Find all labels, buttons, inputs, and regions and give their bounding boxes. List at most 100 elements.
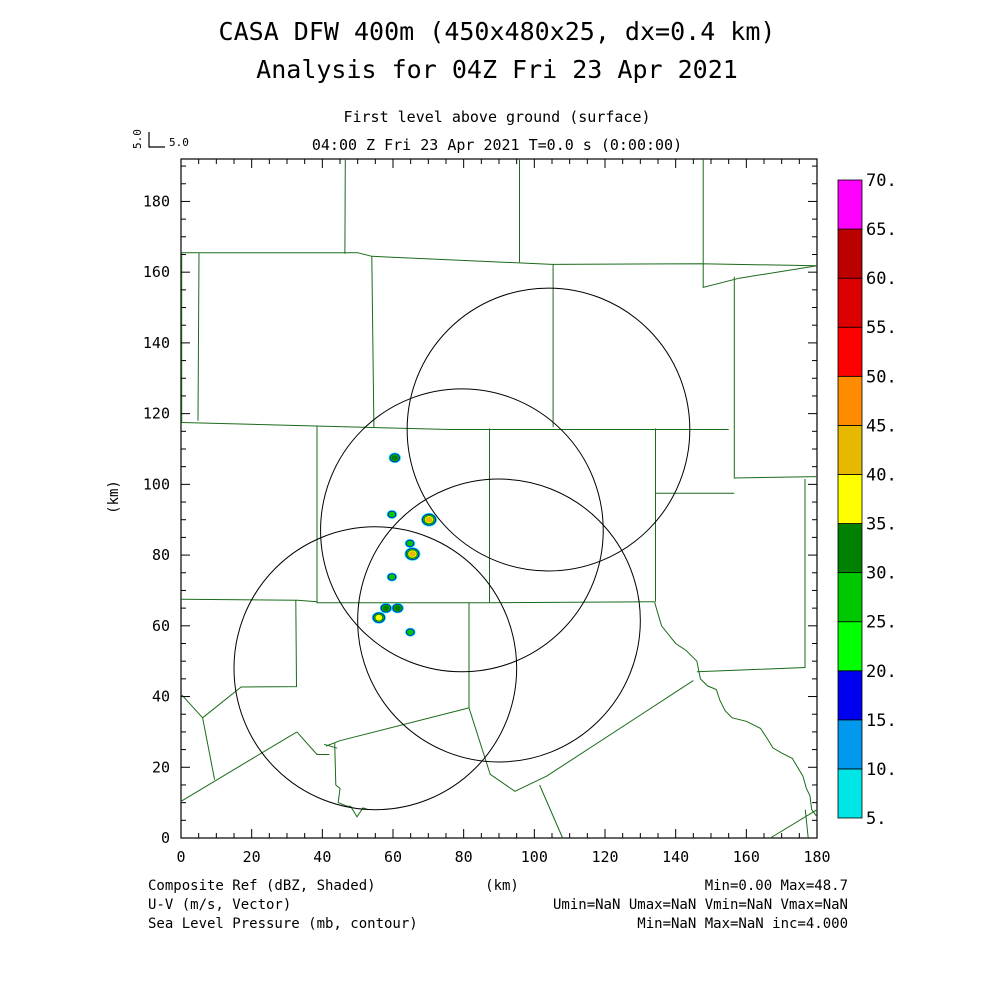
colorbar-swatch xyxy=(837,228,863,279)
colorbar-label: 15. xyxy=(866,711,897,731)
radar-range-rings xyxy=(233,287,691,811)
colorbar-label: 35. xyxy=(866,515,897,535)
colorbar-label: 25. xyxy=(866,613,897,633)
echo-cell xyxy=(405,627,416,637)
y-tick-label: 120 xyxy=(143,405,170,423)
chart-subtitle: Analysis for 04Z Fri 23 Apr 2021 xyxy=(256,55,738,84)
echo-cell xyxy=(391,602,404,614)
x-tick-label: 0 xyxy=(176,848,185,866)
footer-field-1: Composite Ref (dBZ, Shaded) xyxy=(148,878,376,894)
colorbar-label: 10. xyxy=(866,760,897,780)
echo-contour xyxy=(425,516,433,523)
echo-contour xyxy=(375,614,383,621)
colorbar-swatch xyxy=(837,768,863,819)
colorbar-swatch xyxy=(837,474,863,524)
x-tick-label: 120 xyxy=(591,848,618,866)
y-tick-label: 0 xyxy=(161,829,170,847)
echo-cell xyxy=(388,452,401,464)
echo-cell xyxy=(379,602,393,614)
echo-contour xyxy=(388,511,396,518)
y-tick-label: 140 xyxy=(143,334,170,352)
y-tick-label: 100 xyxy=(143,475,170,493)
colorbar-swatch xyxy=(837,179,863,230)
footer-field-3: Sea Level Pressure (mb, contour) xyxy=(148,916,418,932)
x-tick-label: 100 xyxy=(521,848,548,866)
vector-key-right-label: 5.0 xyxy=(169,136,189,149)
colorbar-swatch xyxy=(837,424,863,475)
x-tick-label: 80 xyxy=(455,848,473,866)
echo-cell xyxy=(386,572,398,582)
y-tick-label: 180 xyxy=(143,192,170,210)
y-tick-label: 60 xyxy=(152,617,170,635)
colorbar-label: 50. xyxy=(866,367,897,387)
footer-stat-1: Min=0.00 Max=48.7 xyxy=(705,878,848,894)
x-tick-label: 60 xyxy=(384,848,402,866)
echo-contour xyxy=(391,454,399,461)
x-tick-label: 180 xyxy=(803,848,830,866)
echo-contour xyxy=(388,574,396,580)
echo-contour xyxy=(382,605,390,612)
county-boundaries xyxy=(181,158,818,839)
x-axis-tick-labels: 0 20 40 60 80 100 120 140 160 180 xyxy=(176,848,830,866)
axis-ticks xyxy=(180,159,818,839)
colorbar-label: 45. xyxy=(866,416,897,436)
county-boundary-line xyxy=(181,694,216,780)
footer-legend: Composite Ref (dBZ, Shaded) U-V (m/s, Ve… xyxy=(148,878,848,932)
echo-cell xyxy=(421,513,437,527)
colorbar-swatch xyxy=(837,523,863,574)
county-boundary-line xyxy=(316,426,655,604)
echo-cell xyxy=(404,538,416,548)
plot-area xyxy=(180,158,818,839)
radar-range-ring-4 xyxy=(406,287,691,572)
county-boundary-line xyxy=(770,809,818,839)
county-boundary-line xyxy=(181,252,818,267)
colorbar-label: 60. xyxy=(866,269,897,289)
county-boundary-line xyxy=(371,256,375,428)
y-tick-label: 40 xyxy=(152,688,170,706)
county-boundary-line xyxy=(202,600,298,719)
level-label: First level above ground (surface) xyxy=(343,108,650,126)
colorbar-label: 5. xyxy=(866,809,886,829)
county-boundary-line xyxy=(181,731,298,802)
county-boundary-line xyxy=(181,422,729,430)
colorbar-swatch xyxy=(837,670,863,721)
y-axis-label: (km) xyxy=(106,480,122,514)
echo-contour xyxy=(406,629,414,636)
county-boundary-line xyxy=(804,809,809,839)
colorbar-swatch xyxy=(837,719,863,770)
county-boundary-line xyxy=(654,601,818,818)
chart-title: CASA DFW 400m (450x480x25, dx=0.4 km) xyxy=(219,17,776,46)
colorbar-label: 30. xyxy=(866,564,897,584)
colorbar-swatch xyxy=(837,572,863,623)
vector-key-top-label: 5.0 xyxy=(131,129,144,149)
county-boundary-line xyxy=(296,731,330,755)
echo-contour xyxy=(406,540,414,547)
county-boundary-line xyxy=(539,784,564,839)
x-tick-label: 140 xyxy=(662,848,689,866)
colorbar-label: 40. xyxy=(866,466,897,486)
colorbar-swatch xyxy=(837,326,863,377)
echo-cell xyxy=(404,547,421,561)
county-boundary-line xyxy=(733,276,818,479)
footer-field-2: U-V (m/s, Vector) xyxy=(148,897,291,913)
x-axis-label: (km) xyxy=(485,878,519,894)
footer-stat-3: Min=NaN Max=NaN inc=4.000 xyxy=(637,916,848,932)
y-tick-label: 160 xyxy=(143,263,170,281)
time-label: 04:00 Z Fri 23 Apr 2021 T=0.0 s (0:00:00… xyxy=(312,136,682,154)
echo-contour xyxy=(394,605,401,612)
echo-cell xyxy=(386,509,398,519)
county-boundary-line xyxy=(334,742,369,818)
colorbar-label: 65. xyxy=(866,220,897,240)
county-boundary-line xyxy=(696,479,806,673)
y-axis-tick-labels: 0 20 40 60 80 100 120 140 160 180 xyxy=(143,192,170,847)
vector-key: 5.0 5.0 xyxy=(131,129,189,149)
colorbar-label: 20. xyxy=(866,662,897,682)
echo-cell xyxy=(371,611,386,624)
colorbar-swatch xyxy=(837,621,863,672)
footer-stat-2: Umin=NaN Umax=NaN Vmin=NaN Vmax=NaN xyxy=(553,897,848,913)
echo-contour xyxy=(409,551,416,557)
colorbar-swatch xyxy=(837,277,863,328)
x-tick-label: 40 xyxy=(313,848,331,866)
y-tick-label: 80 xyxy=(152,546,170,564)
